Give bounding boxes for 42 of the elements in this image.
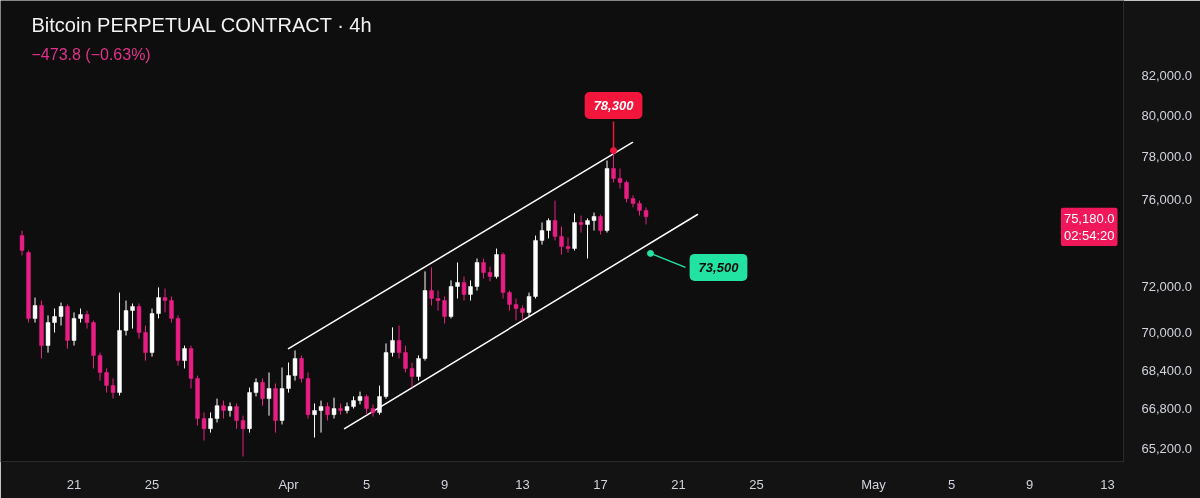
x-tick-label: 9: [1025, 476, 1034, 492]
y-tick-label: 82,000.0: [1141, 67, 1193, 83]
candlestick: [266, 371, 272, 417]
text: Bitcoin PERPETUAL CONTRACT · 4h: [31, 13, 372, 36]
y-tick-label: 78,000.0: [1141, 149, 1193, 165]
x-tick-label: May: [861, 476, 887, 492]
x-tick-label: 5: [362, 476, 371, 492]
x-tick-label: Apr: [278, 476, 300, 492]
x-tick-label: 25: [144, 476, 160, 492]
y-tick-label: 80,000.0: [1141, 108, 1193, 124]
x-tick-label: 21: [671, 476, 686, 492]
x-tick-label: 13: [515, 476, 530, 492]
candlestick: [260, 377, 265, 407]
candlestick: [325, 402, 330, 422]
candlestick: [182, 345, 187, 369]
candlestick: [19, 230, 25, 256]
y-tick-label: 65,200.0: [1141, 440, 1193, 456]
candlestick: [578, 215, 584, 234]
candlestick: [331, 397, 337, 420]
annotation: 73,500: [698, 259, 740, 275]
candlestick: [221, 400, 226, 420]
x-tick-label: 17: [593, 476, 608, 492]
text: −473.8 (−0.63%): [31, 46, 151, 63]
y-tick-label: 70,000.0: [1141, 325, 1193, 341]
x-tick-label: 5: [947, 476, 956, 492]
candlestick: [227, 402, 233, 418]
candlestick: [110, 377, 116, 400]
annotation: 75,180.0: [1063, 210, 1115, 226]
annotation: 78,300: [593, 98, 635, 114]
candlestick: [598, 214, 603, 235]
x-tick-label: 25: [749, 476, 764, 492]
candlestick: [461, 276, 467, 302]
y-tick-label: 76,000.0: [1141, 191, 1193, 207]
x-tick-label: 9: [440, 476, 449, 492]
candlestick: [32, 297, 38, 324]
annotation: 02:54:20: [1063, 227, 1115, 243]
y-tick-label: 68,400.0: [1141, 362, 1193, 378]
y-tick-label: 72,000.0: [1141, 279, 1193, 295]
x-tick-label: 21: [66, 476, 82, 492]
y-tick-label: 66,800.0: [1141, 401, 1193, 417]
candlestick: [494, 248, 499, 280]
x-tick-label: 13: [1100, 476, 1115, 492]
